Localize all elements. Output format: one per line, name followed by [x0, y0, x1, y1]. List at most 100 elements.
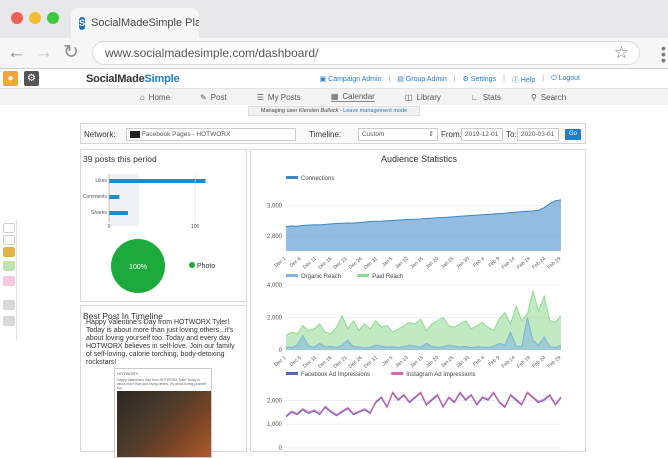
browser-menu-icon[interactable]: • • •: [661, 40, 666, 68]
x-tick-label: Jan 20: [425, 355, 441, 369]
app-header: ● ⚙ SocialMadeSimple ▣ Campaign Admin | …: [0, 70, 668, 89]
x-tick-label: Dec 26: [348, 256, 364, 271]
url-text: www.socialmadesimple.com/dashboard/: [105, 46, 319, 60]
pencil-icon: ✎: [200, 92, 207, 102]
network-select[interactable]: Facebook Pages - HOTWORX: [126, 128, 296, 141]
nav-my-posts[interactable]: ☰ My Posts: [256, 92, 301, 102]
y-tick-label: 2,000: [267, 398, 283, 404]
nav-library[interactable]: ◫ Library: [404, 92, 441, 102]
pie-slice: [111, 239, 165, 293]
legend-label: Facebook Ad Impressions: [301, 372, 370, 378]
x-tick-label: Dec 16: [317, 256, 333, 271]
browser-tab[interactable]: S SocialMadeSimple Plat: [71, 8, 199, 38]
x-tick-label: Dec 11: [302, 256, 318, 271]
legend-label: Instagram Ad Impressions: [406, 372, 475, 378]
bar-category-label: Shares: [91, 210, 107, 216]
search-icon: ⚲: [530, 92, 537, 102]
nav-stats[interactable]: ∟ Stats: [470, 92, 501, 102]
sidebar-library-icon[interactable]: [3, 300, 15, 310]
close-window-button[interactable]: [11, 12, 23, 24]
left-sidebar: [0, 220, 17, 340]
back-arrow-icon[interactable]: ←: [7, 42, 26, 63]
x-tick-label: Dec 31: [363, 355, 379, 370]
from-label: From:: [441, 130, 462, 139]
stats-icon: ∟: [470, 92, 479, 102]
legend-swatch: [391, 372, 404, 375]
x-tick-label: Dec 11: [302, 355, 318, 370]
leave-management-link[interactable]: - Leave management mode: [339, 108, 408, 114]
x-tick-label: Dec 1: [273, 355, 287, 368]
main-nav: ⌂ Home ✎ Post ☰ My Posts ▦ Calendar ◫ Library…: [0, 89, 668, 105]
x-tick-label: Jan 30: [455, 256, 471, 270]
reload-icon[interactable]: ↻: [63, 42, 79, 63]
timeline-select[interactable]: Custom ⇕: [358, 128, 438, 141]
y-tick-label: 2,800: [267, 234, 283, 240]
series-line: [285, 392, 562, 418]
bar: [109, 211, 128, 215]
go-button[interactable]: Go: [565, 129, 581, 140]
chart-title: Audience Statistics: [381, 154, 458, 164]
nav-calendar[interactable]: ▦ Calendar: [330, 92, 375, 102]
minimize-window-button[interactable]: [29, 12, 41, 24]
settings-link[interactable]: ⚙ Settings: [462, 76, 497, 83]
x-tick-label: Feb 29: [546, 256, 562, 271]
browser-toolbar: ← → ↻ www.socialmadesimple.com/dashboard…: [0, 38, 668, 68]
list-icon: ☰: [256, 92, 264, 102]
site-favicon-icon: S: [79, 16, 86, 30]
sidebar-tag-icon[interactable]: [3, 316, 15, 326]
help-link[interactable]: ⓘ Help: [511, 77, 536, 84]
series-area: [286, 291, 561, 350]
brand-part2: Simple: [144, 73, 180, 85]
sidebar-tag-icon[interactable]: [3, 261, 15, 271]
x-tick-label: Jan 5: [381, 355, 394, 368]
legend-swatch: [286, 372, 298, 375]
legend-label: Organic Reach: [301, 274, 341, 280]
nav-search[interactable]: ⚲ Search: [530, 92, 567, 102]
library-icon: ◫: [404, 92, 413, 102]
bar: [109, 195, 120, 199]
y-tick-label: 4,000: [267, 283, 283, 289]
audience-stats-panel: Audience Statistics Connections 2,800 3,000…: [250, 149, 586, 452]
x-tick-label: Feb 29: [546, 355, 562, 370]
group-admin-link[interactable]: ▤ Group Admin: [397, 76, 447, 83]
best-post-panel: Best Post In Timeline Happy Valentine's …: [80, 305, 247, 458]
to-date-input[interactable]: 2020-03-01: [517, 128, 559, 141]
logout-link[interactable]: ⏻ Logout: [551, 75, 580, 82]
maximize-window-button[interactable]: [47, 12, 59, 24]
best-post-text: Happy Valentine's Day from HOTWORX Tyler…: [86, 319, 235, 366]
sidebar-calendar-icon[interactable]: [3, 276, 15, 286]
pie-slice-label: 100%: [129, 264, 147, 271]
x-tick-label: Dec 21: [332, 256, 348, 271]
campaign-admin-link[interactable]: ▣ Campaign Admin: [319, 76, 382, 83]
legend-swatch: [286, 176, 298, 179]
user-icon[interactable]: ●: [3, 71, 18, 86]
bookmark-star-icon[interactable]: ☆: [613, 43, 629, 62]
nav-post[interactable]: ✎ Post: [200, 92, 227, 102]
x-tick-label: Jan 25: [440, 256, 456, 270]
x-tick-label: Dec 21: [332, 355, 348, 370]
gear-icon[interactable]: ⚙: [24, 71, 39, 86]
engagement-bar-chart: Likes Comments Shares 0 100 100%: [83, 174, 206, 293]
filter-bar: Network: Facebook Pages - HOTWORX Timeli…: [80, 123, 586, 144]
sidebar-list-icon[interactable]: [3, 235, 15, 245]
x-tick-label: Dec 6: [289, 256, 303, 269]
sidebar-list-icon[interactable]: [3, 223, 15, 233]
sidebar-library-icon[interactable]: [3, 247, 15, 257]
x-tick-label: Feb 9: [488, 256, 502, 269]
brand-part1: SocialMade: [86, 73, 145, 85]
best-post-title: Best Post In Timeline: [83, 311, 163, 321]
x-tick-label: Feb 4: [472, 256, 486, 269]
legend-swatch: [286, 274, 298, 277]
bar-tick-label: 0: [108, 224, 111, 230]
legend-swatch: [189, 262, 195, 268]
brand-logo[interactable]: SocialMadeSimple: [86, 73, 180, 85]
best-post-image[interactable]: HOTWORX Happy Valentine's Day from HOTWO…: [114, 368, 212, 458]
x-tick-label: Dec 6: [289, 355, 303, 368]
legend-label: Connections: [301, 176, 334, 182]
forward-arrow-icon[interactable]: →: [34, 42, 53, 63]
x-tick-label: Jan 10: [394, 355, 410, 369]
series-area: [286, 199, 561, 251]
from-date-input[interactable]: 2019-12-01: [461, 128, 503, 141]
address-bar[interactable]: www.socialmadesimple.com/dashboard/ ☆: [92, 41, 640, 65]
nav-home[interactable]: ⌂ Home: [139, 92, 171, 102]
